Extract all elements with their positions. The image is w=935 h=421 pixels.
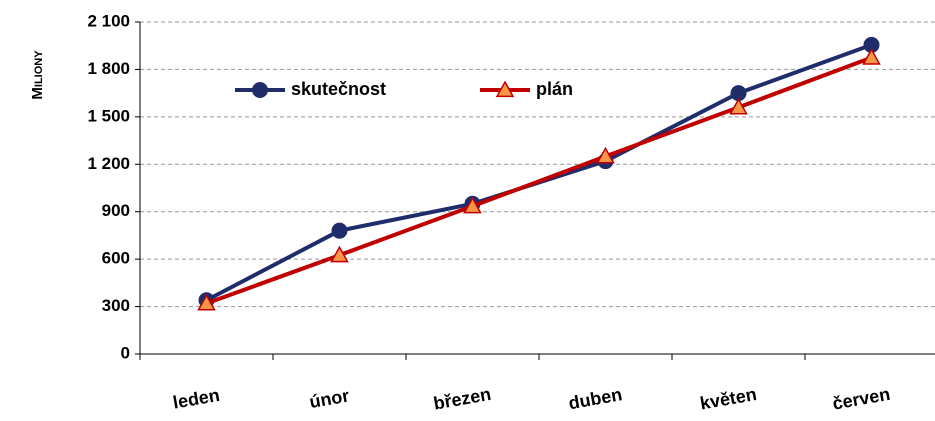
y-tick-label: 0 (121, 343, 130, 362)
y-tick-label: 300 (102, 296, 130, 315)
x-tick-label: duben (567, 384, 624, 413)
y-tick-label: 900 (102, 201, 130, 220)
marker (463, 196, 482, 214)
marker (862, 48, 881, 65)
marker (863, 36, 880, 53)
legend-marker (495, 80, 515, 98)
y-tick-label: 1 200 (87, 154, 130, 173)
marker (596, 146, 615, 164)
x-tick-label: červen (831, 384, 892, 414)
legend-label: skutečnost (291, 79, 386, 99)
x-tick-label: březen (432, 384, 493, 414)
y-tick-label: 600 (102, 249, 130, 268)
y-tick-label: 2 100 (87, 11, 130, 30)
legend-marker (252, 82, 268, 98)
series-line (205, 55, 873, 306)
legend-label: plán (536, 79, 573, 99)
x-tick-label: únor (308, 385, 351, 412)
y-tick-label: 1 800 (87, 59, 130, 78)
marker (197, 293, 216, 311)
y-tick-label: 1 500 (87, 106, 130, 125)
x-tick-label: leden (171, 385, 221, 413)
marker (729, 97, 748, 115)
marker (730, 85, 747, 102)
x-tick-label: květen (698, 384, 758, 414)
marker (331, 222, 348, 239)
marker (330, 245, 349, 263)
y-axis-label: Miliony (29, 50, 46, 100)
